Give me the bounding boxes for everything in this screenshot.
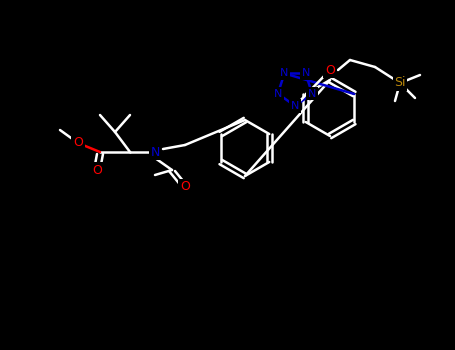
- Text: O: O: [180, 181, 190, 194]
- Text: O: O: [325, 63, 335, 77]
- Text: N: N: [301, 69, 310, 78]
- Text: O: O: [73, 136, 83, 149]
- Text: Si: Si: [394, 77, 406, 90]
- Text: N: N: [150, 146, 160, 159]
- Text: N: N: [308, 89, 316, 99]
- Text: N: N: [291, 101, 299, 111]
- Text: N: N: [280, 69, 288, 78]
- Text: N: N: [274, 89, 282, 99]
- Text: O: O: [92, 163, 102, 176]
